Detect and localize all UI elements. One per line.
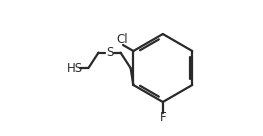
Text: Cl: Cl <box>117 33 128 46</box>
Text: HS: HS <box>66 61 83 75</box>
Text: F: F <box>159 112 166 124</box>
Text: S: S <box>106 46 113 59</box>
